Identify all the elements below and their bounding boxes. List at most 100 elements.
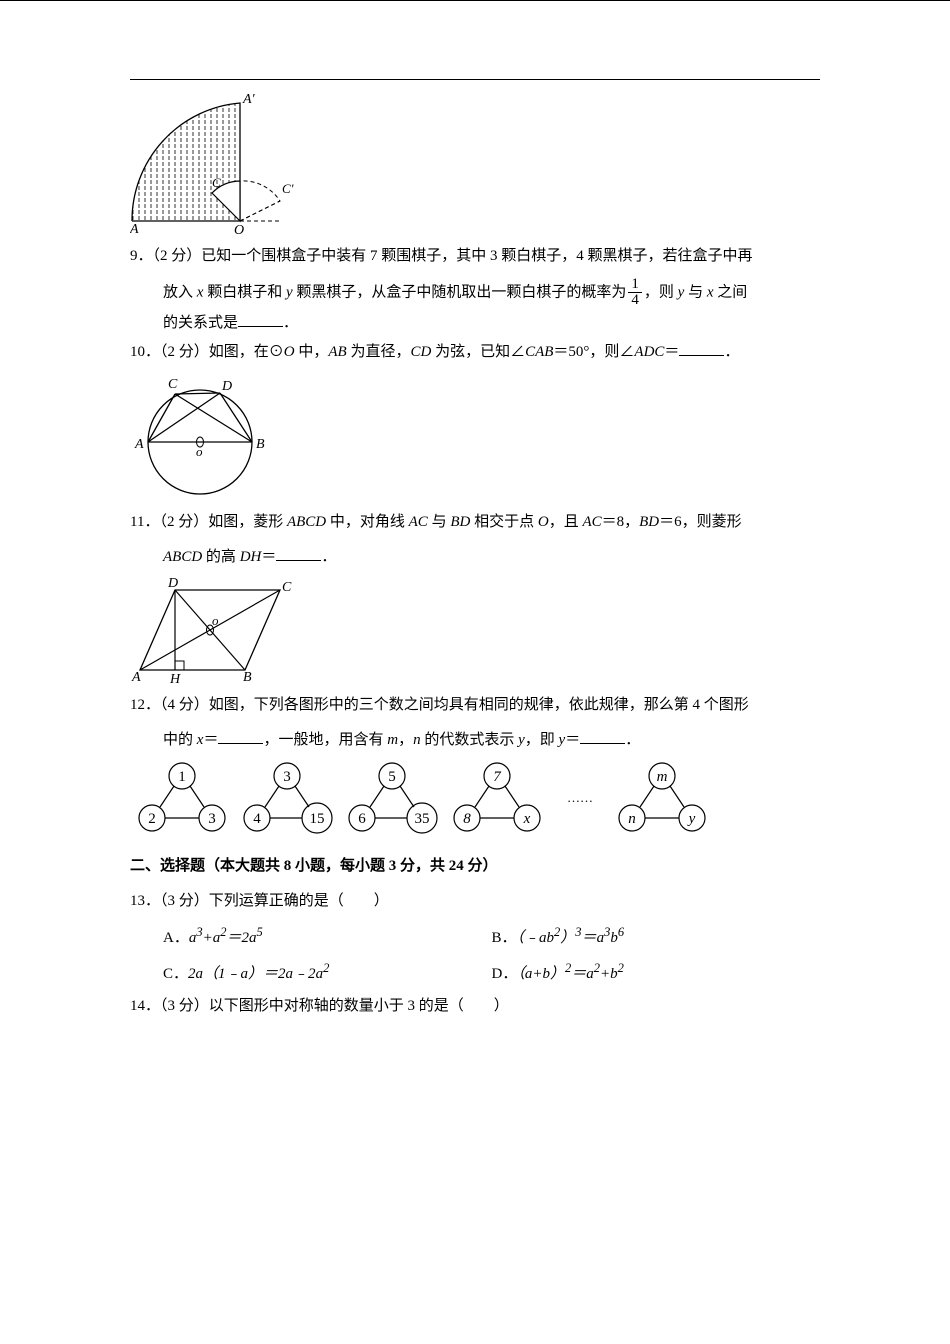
q12-l2h: ．	[625, 732, 640, 748]
q12-y: y	[518, 732, 525, 748]
rh-H: H	[169, 672, 181, 685]
q11-BD2: BD	[639, 514, 659, 530]
svg-text:35: 35	[415, 811, 430, 827]
q9-line2: 放入 x 颗白棋子和 y 颗黑棋子，从盒子中随机取出一颗白棋子的概率为14，则 …	[130, 277, 820, 310]
circ-C: C	[168, 377, 178, 392]
content: A A′ C C′ O 9．（2 分）已知一个围棋盒子中装有 7 颗围棋子，其中…	[130, 91, 820, 1021]
q12-blank1	[218, 728, 263, 744]
rh-o: o	[212, 613, 219, 628]
svg-text:2: 2	[148, 811, 156, 827]
q13-Cex: 2a（1﹣a）＝2a﹣2a2	[188, 966, 329, 982]
q13-options: A．a3+a2＝2a5 B．（﹣ab2）3＝a3b6 C．2a（1﹣a）＝2a﹣…	[130, 921, 820, 992]
q13-A: A．a3+a2＝2a5	[163, 921, 492, 953]
q11-ABCD2: ABCD	[163, 549, 202, 565]
q14-stem: 14．（3 分）以下图形中对称轴的数量小于 3 的是（ ）	[130, 992, 820, 1021]
q10-g: ．	[724, 344, 739, 360]
q9-l2d: ，则	[644, 284, 678, 300]
page: A A′ C C′ O 9．（2 分）已知一个围棋盒子中装有 7 颗围棋子，其中…	[0, 0, 950, 1067]
svg-text:4: 4	[253, 811, 261, 827]
rh-D: D	[167, 576, 178, 591]
pattern-triple-3: 7 8 x	[445, 789, 550, 805]
q9-l2e: 与	[684, 284, 707, 300]
q11-line2: ABCD 的高 DH＝．	[130, 543, 820, 572]
label-Cprime: C′	[282, 181, 294, 196]
q12-l2a: 中的	[163, 732, 197, 748]
q13-Dex: （a+b）2＝a2+b2	[517, 966, 624, 982]
q11-AC: AC	[409, 514, 428, 530]
q9-l2a: 放入	[163, 284, 197, 300]
circ-D: D	[221, 379, 232, 394]
q10-line: 10．（2 分）如图，在⊙O 中，AB 为直径，CD 为弦，已知∠CAB＝50°…	[130, 338, 820, 367]
q9-line1: 9．（2 分）已知一个围棋盒子中装有 7 颗围棋子，其中 3 颗白棋子，4 颗黑…	[130, 242, 820, 271]
q12-l2d: ，	[398, 732, 413, 748]
q10-CD: CD	[410, 344, 431, 360]
pattern-triple-2: 5 6 35	[340, 789, 445, 805]
q12-blank2	[580, 728, 625, 744]
q10-e: ＝50°，则∠	[553, 344, 634, 360]
svg-text:x: x	[523, 811, 531, 827]
rhombus-figure: A B C D H o	[130, 575, 820, 685]
q10-b: 中，	[295, 344, 329, 360]
q9-x2: x	[707, 284, 714, 300]
q11-e: ，且	[549, 514, 583, 530]
q10-d: 为弦，已知∠	[431, 344, 525, 360]
q13-Bex: （﹣ab2）3＝a3b6	[517, 930, 625, 946]
q11-BD: BD	[450, 514, 470, 530]
fan-figure: A A′ C C′ O	[130, 91, 820, 236]
q9-l3: 的关系式是	[163, 315, 238, 331]
pattern-dots: ……	[550, 786, 610, 811]
q10-f: ＝	[664, 344, 679, 360]
q13-Aex: a3+a2＝2a5	[189, 930, 263, 946]
q12-l2c: ，一般地，用含有	[263, 732, 387, 748]
q9-l2c: 颗黑棋子，从盒子中随机取出一颗白棋子的概率为	[293, 284, 627, 300]
pattern-figures: 1 2 3 3 4 15 5 6 35 7 8 x ……	[130, 758, 820, 838]
section2-title: 二、选择题（本大题共 8 小题，每小题 3 分，共 24 分）	[130, 852, 820, 881]
svg-text:n: n	[628, 811, 636, 827]
q10-a: 10．（2 分）如图，在⊙	[130, 344, 284, 360]
q9-l2f: 之间	[714, 284, 748, 300]
label-A: A	[130, 222, 139, 236]
q10-blank	[679, 340, 724, 356]
circ-B: B	[256, 437, 265, 452]
svg-text:y: y	[687, 811, 696, 827]
q11-l2b: ＝	[261, 549, 276, 565]
q13-stem: 13．（3 分）下列运算正确的是（ ）	[130, 887, 820, 916]
q12-n: n	[413, 732, 421, 748]
q13-D: D．（a+b）2＝a2+b2	[492, 957, 821, 989]
svg-text:3: 3	[208, 811, 216, 827]
q11-a: 11．（2 分）如图，菱形	[130, 514, 287, 530]
q12-line1: 12．（4 分）如图，下列各图形中的三个数之间均具有相同的规律，依此规律，那么第…	[130, 691, 820, 720]
label-Aprime: A′	[242, 92, 256, 107]
q9-frac-den: 4	[628, 293, 642, 309]
q9-frac-num: 1	[628, 277, 642, 294]
header-rule	[130, 79, 820, 80]
q13-Ap: A．	[163, 930, 189, 946]
q13-C: C．2a（1﹣a）＝2a﹣2a2	[163, 957, 492, 989]
svg-text:1: 1	[178, 769, 186, 785]
pattern-triple-4: m n y	[610, 789, 715, 805]
circle-figure: A B C D o	[130, 372, 820, 502]
q9-line3: 的关系式是 ．	[130, 309, 820, 338]
q11-d: 相交于点	[470, 514, 538, 530]
q11-f: ＝8，	[602, 514, 640, 530]
circ-A: A	[134, 437, 144, 452]
q11-DH: DH	[240, 549, 262, 565]
q10-c: 为直径，	[347, 344, 411, 360]
rh-B: B	[243, 670, 252, 685]
svg-text:8: 8	[463, 811, 471, 827]
q12-l2e: 的代数式表示	[421, 732, 519, 748]
q9-l2b: 颗白棋子和	[203, 284, 286, 300]
svg-text:6: 6	[358, 811, 366, 827]
svg-text:m: m	[657, 769, 668, 785]
pattern-triple-1: 3 4 15	[235, 789, 340, 805]
q11-l2a: 的高	[202, 549, 240, 565]
q13-Dp: D．	[492, 966, 518, 982]
q12-m: m	[387, 732, 398, 748]
svg-text:15: 15	[310, 811, 325, 827]
q10-O: O	[284, 344, 295, 360]
q11-c: 与	[428, 514, 451, 530]
q13-Cp: C．	[163, 966, 188, 982]
q10-AB: AB	[328, 344, 346, 360]
q9-l3e: ．	[283, 315, 298, 331]
q12-l2f: ，即	[525, 732, 559, 748]
